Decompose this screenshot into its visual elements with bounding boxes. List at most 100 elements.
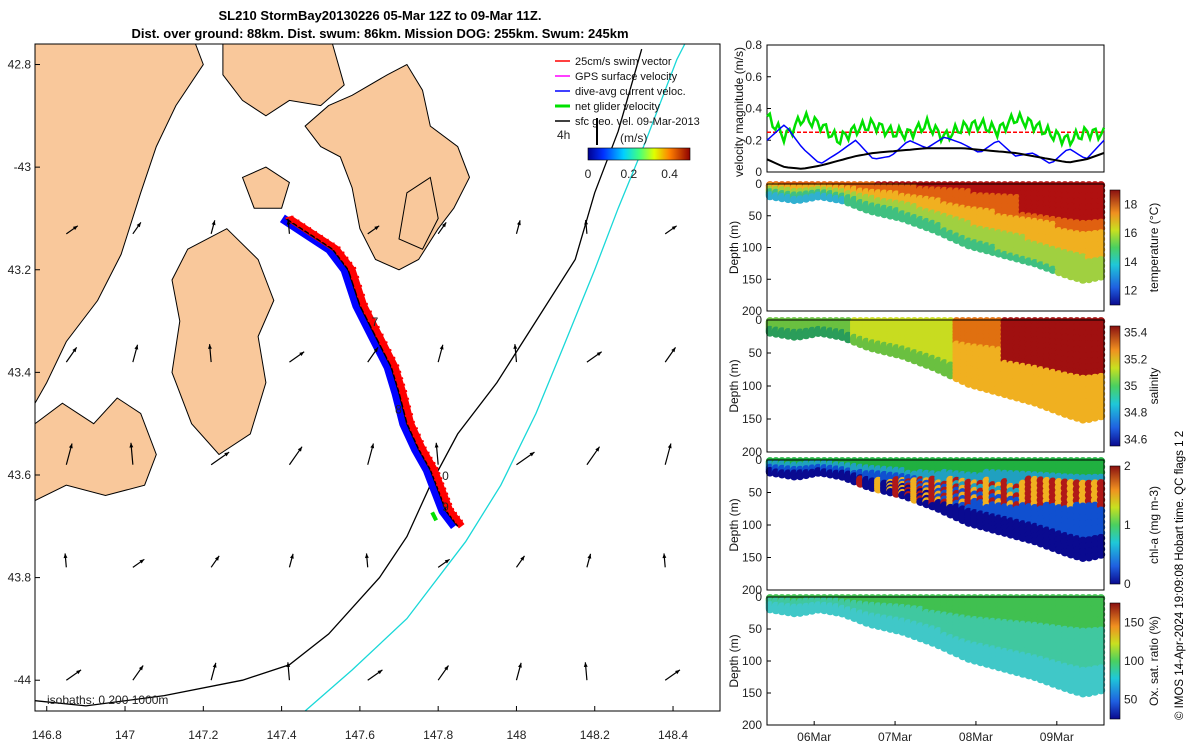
time-label: 4h (557, 128, 570, 142)
colorbar-tick: 14 (1124, 255, 1138, 269)
sfc-vector-head (584, 219, 589, 225)
sfc-vector-head (129, 442, 134, 448)
swim-vector (424, 456, 433, 461)
section-colorbar (1109, 325, 1121, 447)
velocity-ylabel: velocity magnitude (m/s) (732, 47, 746, 177)
section-cell (1078, 275, 1088, 284)
section-cell (1078, 409, 1088, 418)
sfc-vector-head (671, 225, 677, 231)
sfc-vector-head (444, 665, 449, 671)
colorbar-tick: 34.6 (1124, 432, 1148, 446)
sfc-vector-head (667, 443, 672, 449)
section-ytick-label: 100 (742, 379, 762, 393)
section-ytick-label: 100 (742, 654, 762, 668)
section-cell (1078, 369, 1088, 378)
colorbar-tick: 12 (1124, 284, 1138, 298)
sfc-vector-head (286, 662, 291, 668)
section-cell (1078, 334, 1088, 343)
swim-vector (383, 348, 392, 353)
section-frame (766, 183, 1105, 312)
section-chl: 0 50 100 150 200 Depth (m) 0 1 2 chl-a (mg m-3) (727, 453, 1161, 597)
swim-vector (326, 242, 335, 247)
sfc-vector-head (286, 219, 291, 225)
section-cell (1078, 374, 1088, 384)
swim-vector (454, 519, 464, 524)
velocity-ytick-label: 0.8 (745, 38, 762, 52)
sfc-vector-head (297, 446, 303, 452)
chart-title-line2: Dist. over ground: 88km. Dist. swum: 86k… (131, 26, 629, 41)
section-cell (1078, 403, 1088, 412)
map-panel: 7 8 0 9 146.8 147 147.2 147.4 147.6 147.8 148 148.2… (8, 43, 721, 742)
section-temp: 0 50 100 150 200 Depth (m) 12 14 16 18 temperature… (727, 177, 1161, 318)
swim-vector (353, 284, 363, 289)
swim-vector (434, 477, 443, 482)
section-cell (1078, 322, 1088, 332)
section-ytick-label: 50 (749, 209, 763, 223)
section-frame (766, 319, 1105, 453)
section-ytick-label: 200 (742, 445, 762, 459)
section-cell (1078, 317, 1088, 326)
section-ytick-label: 150 (742, 272, 762, 286)
sfc-vector-head (595, 446, 600, 452)
colorbar-tick: 150 (1124, 615, 1144, 629)
swim-vector (392, 370, 402, 375)
section-ytick-label: 150 (742, 686, 762, 700)
sfc-vector-head (72, 347, 77, 353)
swim-vector (415, 439, 424, 444)
map-xtick-label: 148.2 (580, 728, 610, 742)
map-xtick-label: 146.8 (32, 728, 62, 742)
swim-vector (409, 427, 419, 432)
colorbar-label: salinity (1147, 368, 1161, 405)
sfc-vector-head (675, 669, 680, 675)
swim-vector (350, 275, 360, 280)
section-ytick-label: 200 (742, 718, 762, 732)
time-xtick-label: 08Mar (959, 730, 993, 744)
section-cell (1084, 317, 1094, 326)
section-ytick-label: 50 (749, 346, 763, 360)
dive-avg-current-band (279, 214, 459, 530)
sfc-vector-head (439, 344, 444, 350)
time-xtick-label: 06Mar (797, 730, 831, 744)
map-xtick-label: 147.4 (267, 728, 297, 742)
colorbar-tick: 35 (1124, 379, 1138, 393)
glider-track (285, 217, 459, 527)
swim-vector (448, 511, 458, 516)
sfc-vector-head (136, 222, 141, 228)
map-ytick-label: 43.4 (8, 365, 32, 379)
sfc-vector-head (370, 443, 375, 449)
day-label: 7 (372, 315, 379, 329)
section-cell (1078, 357, 1088, 366)
map-ytick-label: 43.8 (8, 571, 32, 585)
sfc-vector-head (377, 669, 383, 675)
net-glider-velocity (430, 511, 438, 522)
chart-title-line1: SL210 StormBay20130226 05-Mar 12Z to 09-… (218, 8, 542, 23)
swim-vector (406, 420, 416, 425)
map-xtick-label: 148 (506, 728, 526, 742)
swim-vector (291, 219, 300, 224)
sfc-vector-head (72, 225, 78, 231)
sfc-vector-head (212, 662, 217, 668)
map-ytick-label: 42.8 (8, 58, 32, 72)
section-colorbar (1109, 602, 1121, 720)
swim-vector (359, 302, 369, 307)
swim-vector (451, 515, 461, 520)
swim-vector (418, 446, 427, 451)
section-cell (1096, 550, 1106, 559)
sfc-vector-head (208, 344, 212, 349)
section-colorbar (1109, 189, 1121, 306)
swim-vector (363, 310, 373, 315)
section-ytick-label: 50 (749, 486, 763, 500)
sfc-vector-head (662, 553, 667, 559)
day-label: 8 (395, 402, 402, 416)
colorbar-tick: 0.4 (661, 167, 678, 181)
map-clip: 7 8 0 9 (35, 44, 720, 711)
swim-vector (421, 451, 430, 456)
sfc-vector-head (224, 452, 230, 457)
sfc-vector-head (211, 220, 216, 226)
swim-vector (435, 482, 445, 487)
velocity-ytick-label: 0 (755, 165, 762, 179)
colorbar-label: Ox. sat. ratio (%) (1147, 616, 1161, 706)
sfc-vector-head (299, 351, 305, 357)
section-ytick-label: 200 (742, 583, 762, 597)
